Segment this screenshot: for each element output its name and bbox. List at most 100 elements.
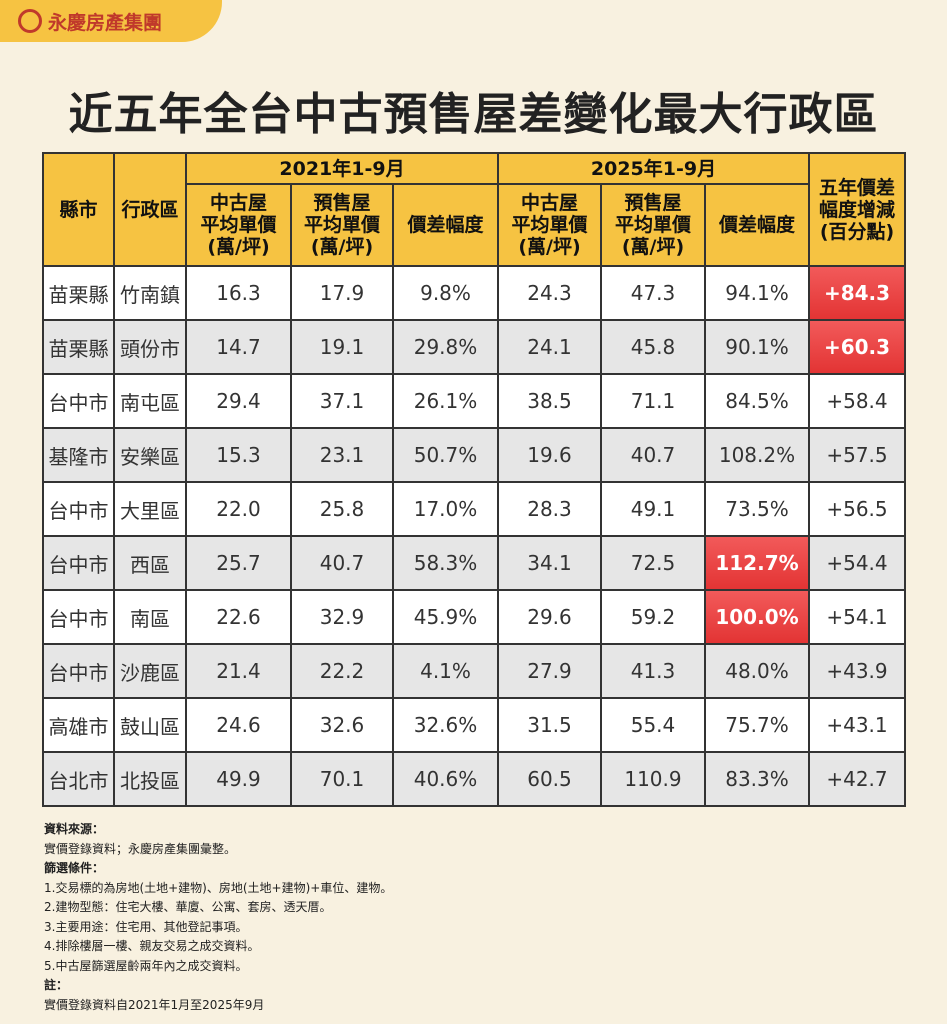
cell: 14.7 <box>185 319 292 375</box>
cell: 90.1% <box>704 319 810 375</box>
cell: 北投區 <box>113 751 187 807</box>
cell: 71.1 <box>600 373 706 429</box>
cell: 高雄市 <box>42 697 115 753</box>
cell: 16.3 <box>185 265 292 321</box>
cell: 110.9 <box>600 751 706 807</box>
data-row: 台中市 沙鹿區 21.4 22.2 4.1% 27.9 41.3 48.0% +43.9 <box>42 643 906 699</box>
title: 近五年全台中古預售屋差變化最大行政區 <box>0 78 947 142</box>
cell: 28.3 <box>497 481 602 537</box>
cell: +57.5 <box>808 427 906 483</box>
cell: 17.9 <box>290 265 394 321</box>
cell: +60.3 <box>808 319 906 375</box>
note-line: 註： <box>44 978 69 992</box>
logo <box>18 9 42 33</box>
cell: 45.8 <box>600 319 706 375</box>
cell: 112.7% <box>704 535 810 591</box>
note-line: 3.主要用途：住宅用、其他登記事項。 <box>44 919 248 934</box>
data-row: 台中市 南屯區 29.4 37.1 26.1% 38.5 71.1 84.5% +58.4 <box>42 373 906 429</box>
cell: 沙鹿區 <box>113 643 187 699</box>
cell: 大里區 <box>113 481 187 537</box>
cell: +84.3 <box>808 265 906 321</box>
group-header: 2021年1-9月 <box>185 152 499 185</box>
cell: 41.3 <box>600 643 706 699</box>
cell: 南區 <box>113 589 187 645</box>
cell: 25.7 <box>185 535 292 591</box>
cell: 48.0% <box>704 643 810 699</box>
cell: 72.5 <box>600 535 706 591</box>
cell: +54.1 <box>808 589 906 645</box>
cell: 苗栗縣 <box>42 265 115 321</box>
cell: 24.6 <box>185 697 292 753</box>
cell: 22.6 <box>185 589 292 645</box>
column-header: 縣市 <box>42 152 115 267</box>
cell: 40.7 <box>290 535 394 591</box>
cell: 鼓山區 <box>113 697 187 753</box>
cell: 31.5 <box>497 697 602 753</box>
brand-tab: 永慶房產集團 <box>0 0 222 42</box>
cell: +56.5 <box>808 481 906 537</box>
cell: 94.1% <box>704 265 810 321</box>
data-row: 基隆市 安樂區 15.3 23.1 50.7% 19.6 40.7 108.2% +57.5 <box>42 427 906 483</box>
cell: 34.1 <box>497 535 602 591</box>
column-header: 預售屋 平均單價 (萬/坪) <box>600 183 706 267</box>
cell: 32.6 <box>290 697 394 753</box>
cell: 27.9 <box>497 643 602 699</box>
note-line: 5.中古屋篩選屋齡兩年內之成交資料。 <box>44 958 248 973</box>
cell: +58.4 <box>808 373 906 429</box>
cell: 南屯區 <box>113 373 187 429</box>
cell: 23.1 <box>290 427 394 483</box>
cell: 73.5% <box>704 481 810 537</box>
column-header: 中古屋 平均單價 (萬/坪) <box>185 183 292 267</box>
cell: 26.1% <box>392 373 499 429</box>
cell: 45.9% <box>392 589 499 645</box>
cell: 4.1% <box>392 643 499 699</box>
cell: 15.3 <box>185 427 292 483</box>
cell: 基隆市 <box>42 427 115 483</box>
cell: 38.5 <box>497 373 602 429</box>
header-row: 縣市 行政區 2021年1-9月 2025年1-9月 五年價差 幅度增減 (百分點) <box>42 152 906 267</box>
note-line: 實價登錄資料自2021年1月至2025年9月 <box>44 997 265 1012</box>
cell: 西區 <box>113 535 187 591</box>
column-header: 價差幅度 <box>704 183 810 267</box>
cell: +43.9 <box>808 643 906 699</box>
group-header: 2025年1-9月 <box>497 152 810 185</box>
cell: 台中市 <box>42 643 115 699</box>
note-line: 1.交易標的為房地(土地+建物)、房地(土地+建物)+車位、建物。 <box>44 880 393 895</box>
cell: 竹南鎮 <box>113 265 187 321</box>
cell: 49.1 <box>600 481 706 537</box>
cell: 台中市 <box>42 589 115 645</box>
cell: 21.4 <box>185 643 292 699</box>
title-part: 近五年全台中古預售屋 <box>68 89 519 140</box>
cell: 頭份市 <box>113 319 187 375</box>
cell: 29.8% <box>392 319 499 375</box>
cell: +54.4 <box>808 535 906 591</box>
cell: 83.3% <box>704 751 810 807</box>
data-row: 台中市 南區 22.6 32.9 45.9% 29.6 59.2 100.0% +54.1 <box>42 589 906 645</box>
note-line: 篩選條件： <box>44 861 105 875</box>
cell: 37.1 <box>290 373 394 429</box>
cell: 台北市 <box>42 751 115 807</box>
cell: 40.7 <box>600 427 706 483</box>
brand: 永慶房產集團 <box>48 11 163 34</box>
column-header: 中古屋 平均單價 (萬/坪) <box>497 183 602 267</box>
cell: 22.2 <box>290 643 394 699</box>
cell: 24.1 <box>497 319 602 375</box>
cell: 17.0% <box>392 481 499 537</box>
cell: 84.5% <box>704 373 810 429</box>
cell: 台中市 <box>42 481 115 537</box>
cell: 100.0% <box>704 589 810 645</box>
cell: 29.6 <box>497 589 602 645</box>
cell: 60.5 <box>497 751 602 807</box>
cell: 40.6% <box>392 751 499 807</box>
data-row: 苗栗縣 頭份市 14.7 19.1 29.8% 24.1 45.8 90.1% +60.3 <box>42 319 906 375</box>
cell: 25.8 <box>290 481 394 537</box>
cell: +43.1 <box>808 697 906 753</box>
cell: 9.8% <box>392 265 499 321</box>
header-row: 中古屋 平均單價 (萬/坪) 預售屋 平均單價 (萬/坪) 價差幅度 中古屋 平均單價… <box>43 183 905 267</box>
note-line: 2.建物型態：住宅大樓、華廈、公寓、套房、透天厝。 <box>44 900 332 914</box>
cell: 55.4 <box>600 697 706 753</box>
data-row: 苗栗縣 竹南鎮 16.3 17.9 9.8% 24.3 47.3 94.1% +84.3 <box>42 265 906 321</box>
column-header: 五年價差 幅度增減 (百分點) <box>808 152 906 267</box>
cell: 59.2 <box>600 589 706 645</box>
